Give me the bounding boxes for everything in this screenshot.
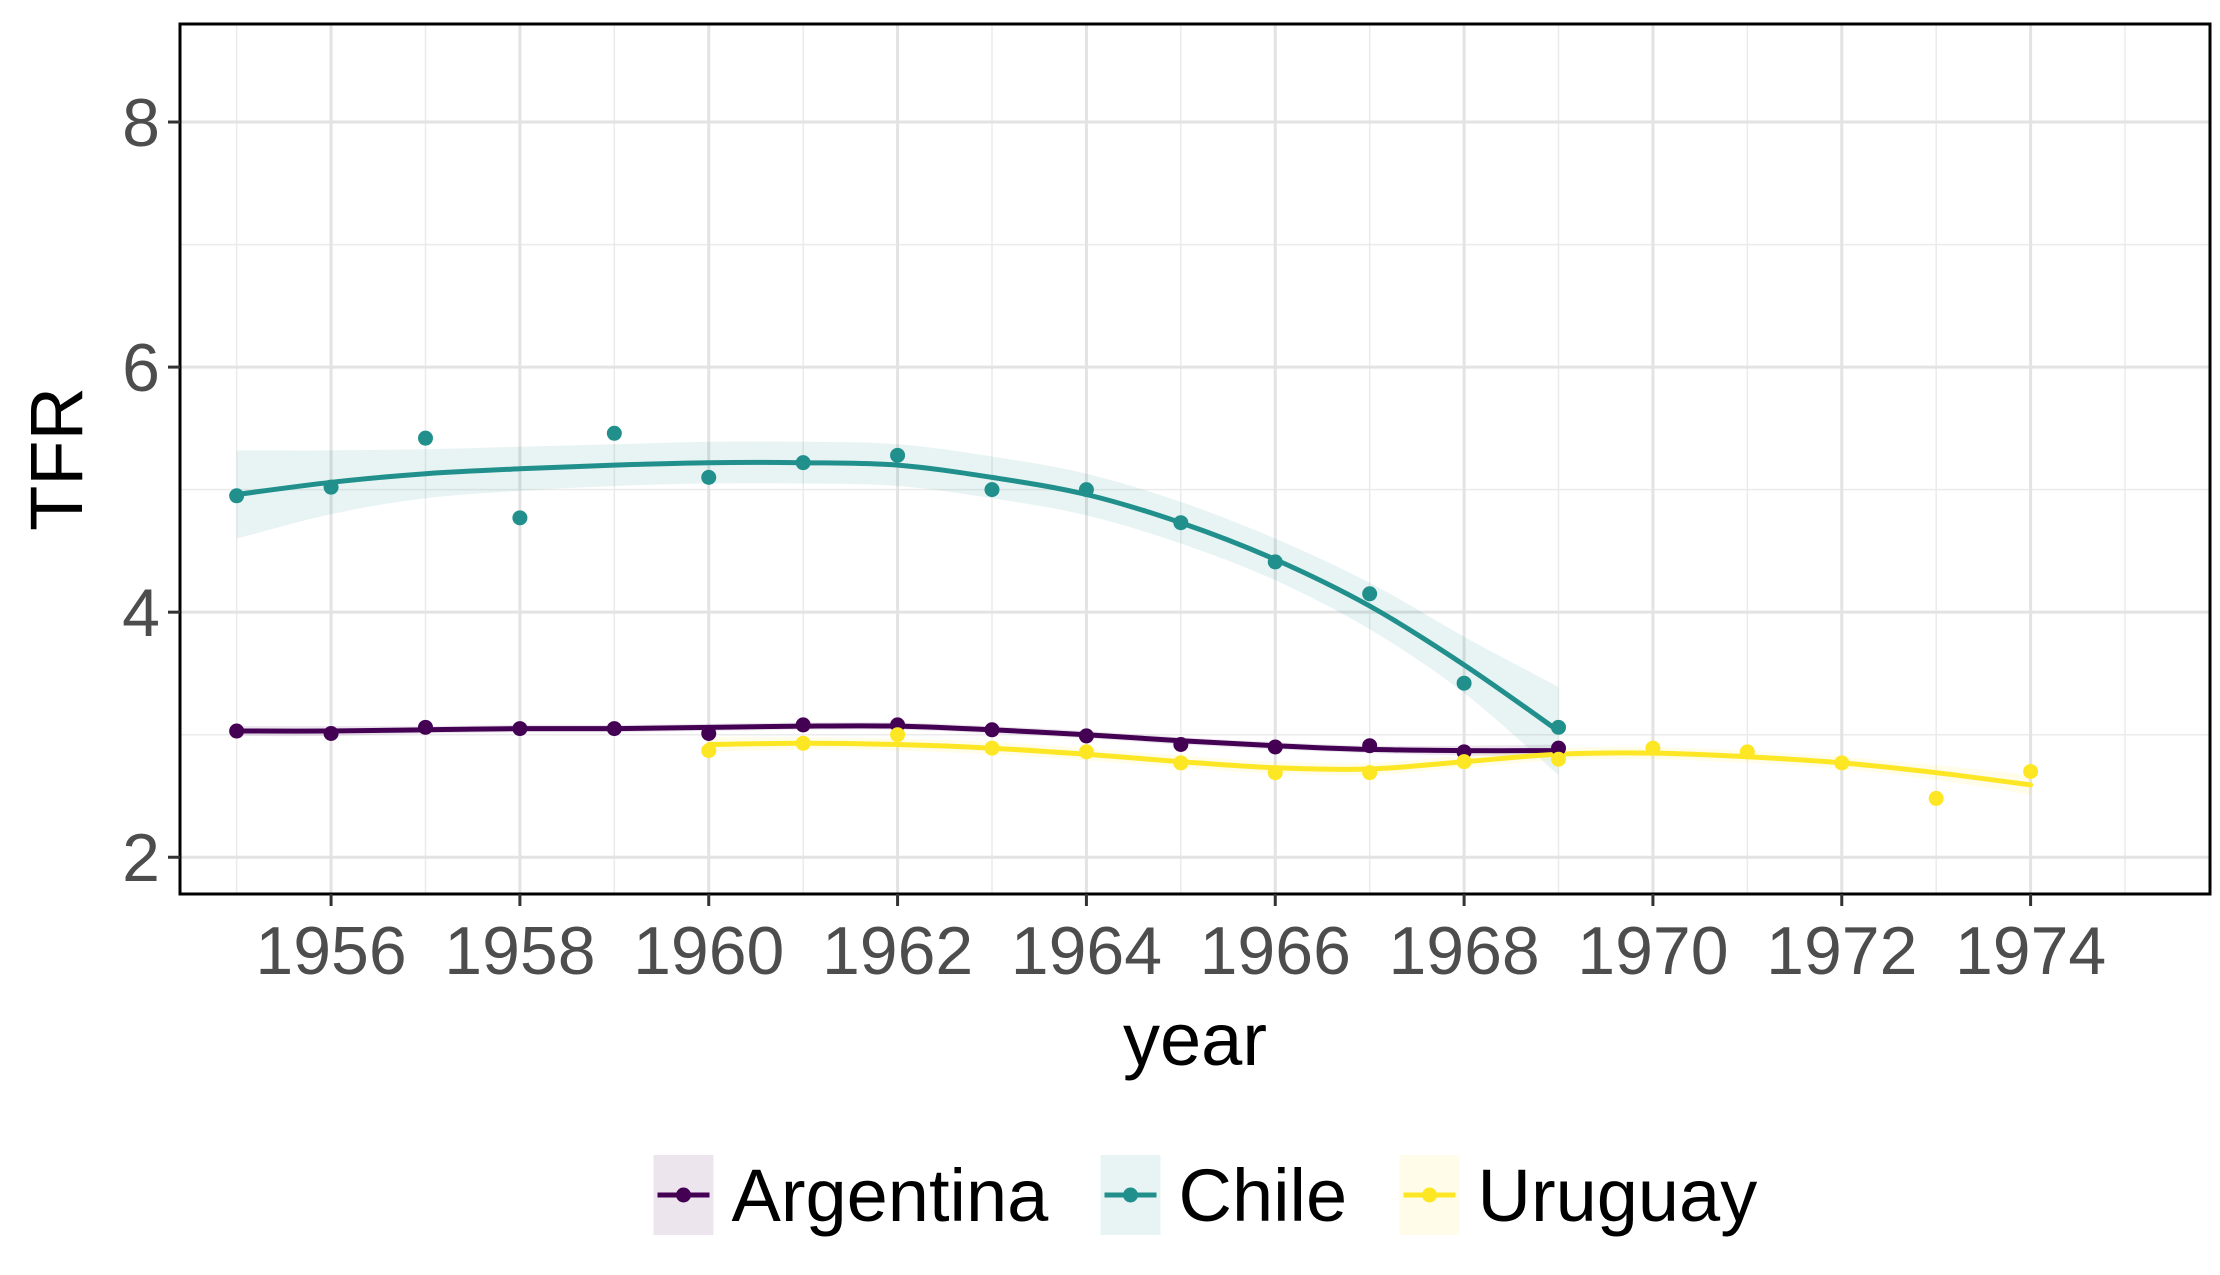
point-uruguay <box>1362 765 1378 781</box>
point-uruguay <box>890 727 906 743</box>
point-argentina <box>606 721 622 737</box>
point-argentina <box>1362 738 1378 754</box>
x-tick-label: 1956 <box>255 913 406 989</box>
point-uruguay <box>984 740 1000 756</box>
x-tick-label: 1972 <box>1766 913 1917 989</box>
point-uruguay <box>1173 755 1189 771</box>
x-axis-title: year <box>1123 998 1267 1081</box>
legend-label-chile: Chile <box>1179 1154 1348 1237</box>
data-points <box>229 425 2039 806</box>
x-tick-label: 1968 <box>1388 913 1539 989</box>
legend-point-chile <box>1123 1187 1138 1203</box>
y-tick-label: 6 <box>122 330 160 406</box>
x-tick-label: 1964 <box>1011 913 1162 989</box>
y-tick-label: 2 <box>122 820 160 896</box>
x-tick-label: 1958 <box>444 913 595 989</box>
x-axis-ticks: 1956 1958 1960 1962 1964 1966 1968 1970 1972 1974 <box>255 894 2106 989</box>
point-chile <box>1173 515 1189 531</box>
point-chile <box>417 430 433 446</box>
point-chile <box>984 482 1000 498</box>
point-chile <box>606 425 622 441</box>
legend-point-uruguay <box>1422 1187 1437 1203</box>
point-argentina <box>1078 728 1094 744</box>
y-axis-ticks: 2 4 6 8 <box>122 85 180 896</box>
x-tick-label: 1970 <box>1577 913 1728 989</box>
point-argentina <box>323 725 339 741</box>
x-tick-label: 1966 <box>1200 913 1351 989</box>
point-chile <box>323 479 339 495</box>
point-chile <box>1362 586 1378 602</box>
point-chile <box>701 469 717 485</box>
point-chile <box>1551 719 1567 735</box>
point-uruguay <box>795 735 811 751</box>
point-uruguay <box>1834 755 1850 771</box>
plot-border <box>178 22 2212 896</box>
point-argentina <box>417 719 433 735</box>
point-chile <box>1456 675 1472 691</box>
point-argentina <box>1267 739 1283 755</box>
point-argentina <box>1551 740 1567 756</box>
point-argentina <box>229 723 245 739</box>
legend-item-uruguay: Uruguay <box>1399 1154 1758 1237</box>
legend-item-argentina: Argentina <box>653 1154 1050 1237</box>
point-uruguay <box>1928 790 1944 806</box>
line-chile <box>234 459 1561 734</box>
plot-background <box>180 24 2210 894</box>
y-tick-label: 8 <box>122 85 160 161</box>
point-chile <box>229 488 245 504</box>
x-tick-label: 1960 <box>633 913 784 989</box>
point-uruguay <box>1551 751 1567 767</box>
legend-label-argentina: Argentina <box>732 1154 1050 1237</box>
x-tick-label: 1962 <box>822 913 973 989</box>
point-argentina <box>795 717 811 733</box>
point-uruguay <box>2023 763 2039 779</box>
point-argentina <box>1173 737 1189 753</box>
point-chile <box>1078 482 1094 498</box>
point-uruguay <box>701 743 717 759</box>
point-chile <box>1267 554 1283 570</box>
legend-point-argentina <box>676 1187 691 1203</box>
legend: Argentina Chile Uruguay <box>653 1154 1758 1237</box>
band-chile <box>236 441 1559 776</box>
point-chile <box>890 447 906 463</box>
y-tick-label: 4 <box>122 575 160 651</box>
legend-label-uruguay: Uruguay <box>1478 1154 1758 1237</box>
legend-item-chile: Chile <box>1100 1154 1348 1237</box>
y-axis-title: TFR <box>15 387 98 531</box>
point-uruguay <box>1078 744 1094 760</box>
point-argentina <box>984 722 1000 738</box>
point-uruguay <box>1645 740 1661 756</box>
point-chile <box>512 510 528 526</box>
point-argentina <box>701 725 717 741</box>
point-uruguay <box>1456 754 1472 770</box>
point-argentina <box>512 721 528 737</box>
point-uruguay <box>1739 744 1755 760</box>
x-tick-label: 1974 <box>1955 913 2106 989</box>
point-chile <box>795 455 811 471</box>
point-uruguay <box>1267 765 1283 781</box>
